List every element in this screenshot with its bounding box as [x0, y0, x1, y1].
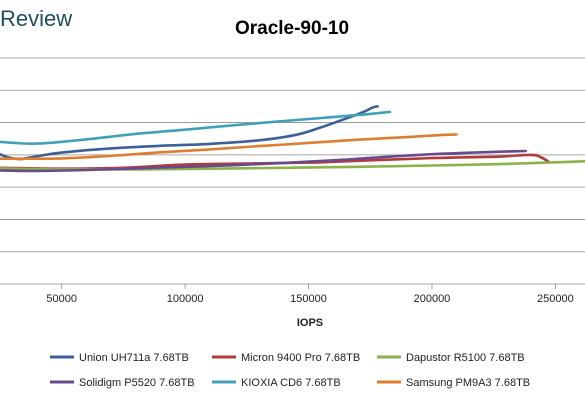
legend-label: Solidigm P5520 7.68TB [79, 377, 195, 389]
x-tick-label: 50000 [46, 293, 77, 305]
legend-label: Micron 9400 Pro 7.68TB [241, 352, 360, 364]
x-tick-label: 200000 [414, 293, 451, 305]
legend-label: KIOXIA CD6 7.68TB [241, 377, 341, 389]
legend-label: Union UH711a 7.68TB [79, 352, 189, 364]
x-tick-label: 100000 [167, 293, 204, 305]
legend-label: Dapustor R5100 7.68TB [406, 352, 525, 364]
series-lines [0, 105, 585, 173]
chart-title: Oracle-90-10 [235, 18, 349, 39]
x-tick-label: 150000 [290, 293, 327, 305]
legend-label: Samsung PM9A3 7.68TB [406, 377, 530, 389]
x-axis-title: IOPS [297, 317, 323, 329]
series-line [0, 133, 458, 161]
x-tick-label: 250000 [537, 293, 574, 305]
gridlines [0, 57, 585, 253]
series-line [0, 149, 528, 173]
legend: Union UH711a 7.68TB Micron 9400 Pro 7.68T… [50, 352, 530, 389]
series-line [0, 110, 392, 145]
watermark-text: Review [0, 6, 72, 31]
x-axis-ticks: 50000 100000 150000 200000 250000 [46, 284, 574, 305]
